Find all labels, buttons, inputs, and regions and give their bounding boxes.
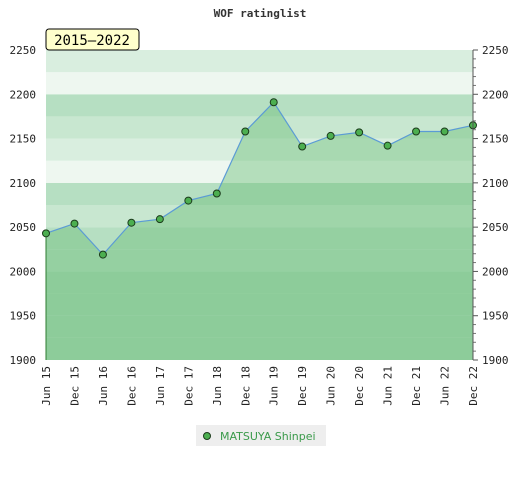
chart-title: WOF ratinglist [214,7,307,20]
legend: MATSUYA Shinpei [196,425,326,446]
data-point [383,141,392,150]
y-tick-label-right: 2250 [482,44,509,57]
band [46,182,473,205]
x-axis: Jun 15 Dec 15 Jun 16 Dec 16 Jun 17 Dec 17 Jun … [40,366,480,406]
data-point [241,127,250,136]
band [46,337,473,360]
x-tick-label: Jun 20 [325,366,338,406]
period-label-bg [45,28,140,51]
background-bands [46,50,473,360]
legend-marker [203,432,211,440]
data-point [70,219,79,228]
legend-series-name: MATSUYA Shinpei [220,430,316,443]
y-axis-left: 1900 1950 2000 2050 2100 2150 2200 2250 [10,44,37,367]
band [46,227,473,250]
data-point [127,218,136,227]
legend-bg [196,425,326,446]
band [46,293,473,316]
x-tick-label: Dec 21 [410,366,423,406]
x-tick-label: Jun 17 [154,366,167,406]
x-tick-label: Dec 22 [467,366,480,406]
x-tick-label: Dec 19 [296,366,309,406]
y-tick-label-left: 2100 [10,177,37,190]
x-tick-label: Dec 20 [353,366,366,406]
band [46,205,473,228]
band [46,138,473,161]
x-tick-label: Jun 21 [382,366,395,406]
y-tick-label-right: 2100 [482,177,509,190]
period-label-box: 2015–2022 [45,28,140,51]
data-point [440,127,449,136]
y-tick-label-right: 2200 [482,88,509,101]
x-tick-label: Jun 16 [97,366,110,406]
data-point [42,229,50,238]
x-tick-label: Dec 17 [182,366,195,406]
line-layer [45,101,474,360]
y-tick-label-left: 1900 [10,354,37,367]
y-tick-label-left: 2150 [10,133,37,146]
area-layer [46,102,473,360]
y-tick-label-left: 1950 [10,310,37,323]
band [46,249,473,272]
band [46,315,473,338]
band [46,94,473,117]
y-tick-label-right: 2000 [482,265,509,278]
x-tick-label: Jun 15 [40,366,53,406]
period-label: 2015–2022 [54,33,130,49]
series-line [45,101,474,256]
series-area [46,102,473,360]
band [46,72,473,95]
data-point [412,127,421,136]
y-tick-label-right: 1950 [482,310,509,323]
band [46,50,473,73]
y-tick-label-left: 2000 [10,265,37,278]
y-tick-label-right: 2050 [482,221,509,234]
data-point [326,131,335,140]
data-point [355,128,364,137]
y-axis-right: 1900 1950 2000 2050 2100 2150 2200 2250 [472,44,509,367]
data-point [155,215,164,224]
data-point [212,189,221,198]
x-tick-label: Jun 19 [268,366,281,406]
data-point [298,142,307,151]
y-tick-label-left: 2250 [10,44,37,57]
x-tick-label: Dec 16 [125,366,138,406]
x-tick-label: Dec 15 [68,366,81,406]
x-tick-label: Jun 22 [439,366,452,406]
y-tick-label-left: 2200 [10,88,37,101]
y-tick-label-left: 2050 [10,221,37,234]
band [46,160,473,183]
data-point [98,250,107,259]
x-tick-label: Dec 18 [239,366,252,406]
x-tick-label: Jun 18 [211,366,224,406]
y-tick-label-right: 1900 [482,354,509,367]
y-tick-label-right: 2150 [482,133,509,146]
band [46,271,473,294]
data-point [184,196,193,205]
band [46,116,473,139]
data-point [269,98,278,107]
